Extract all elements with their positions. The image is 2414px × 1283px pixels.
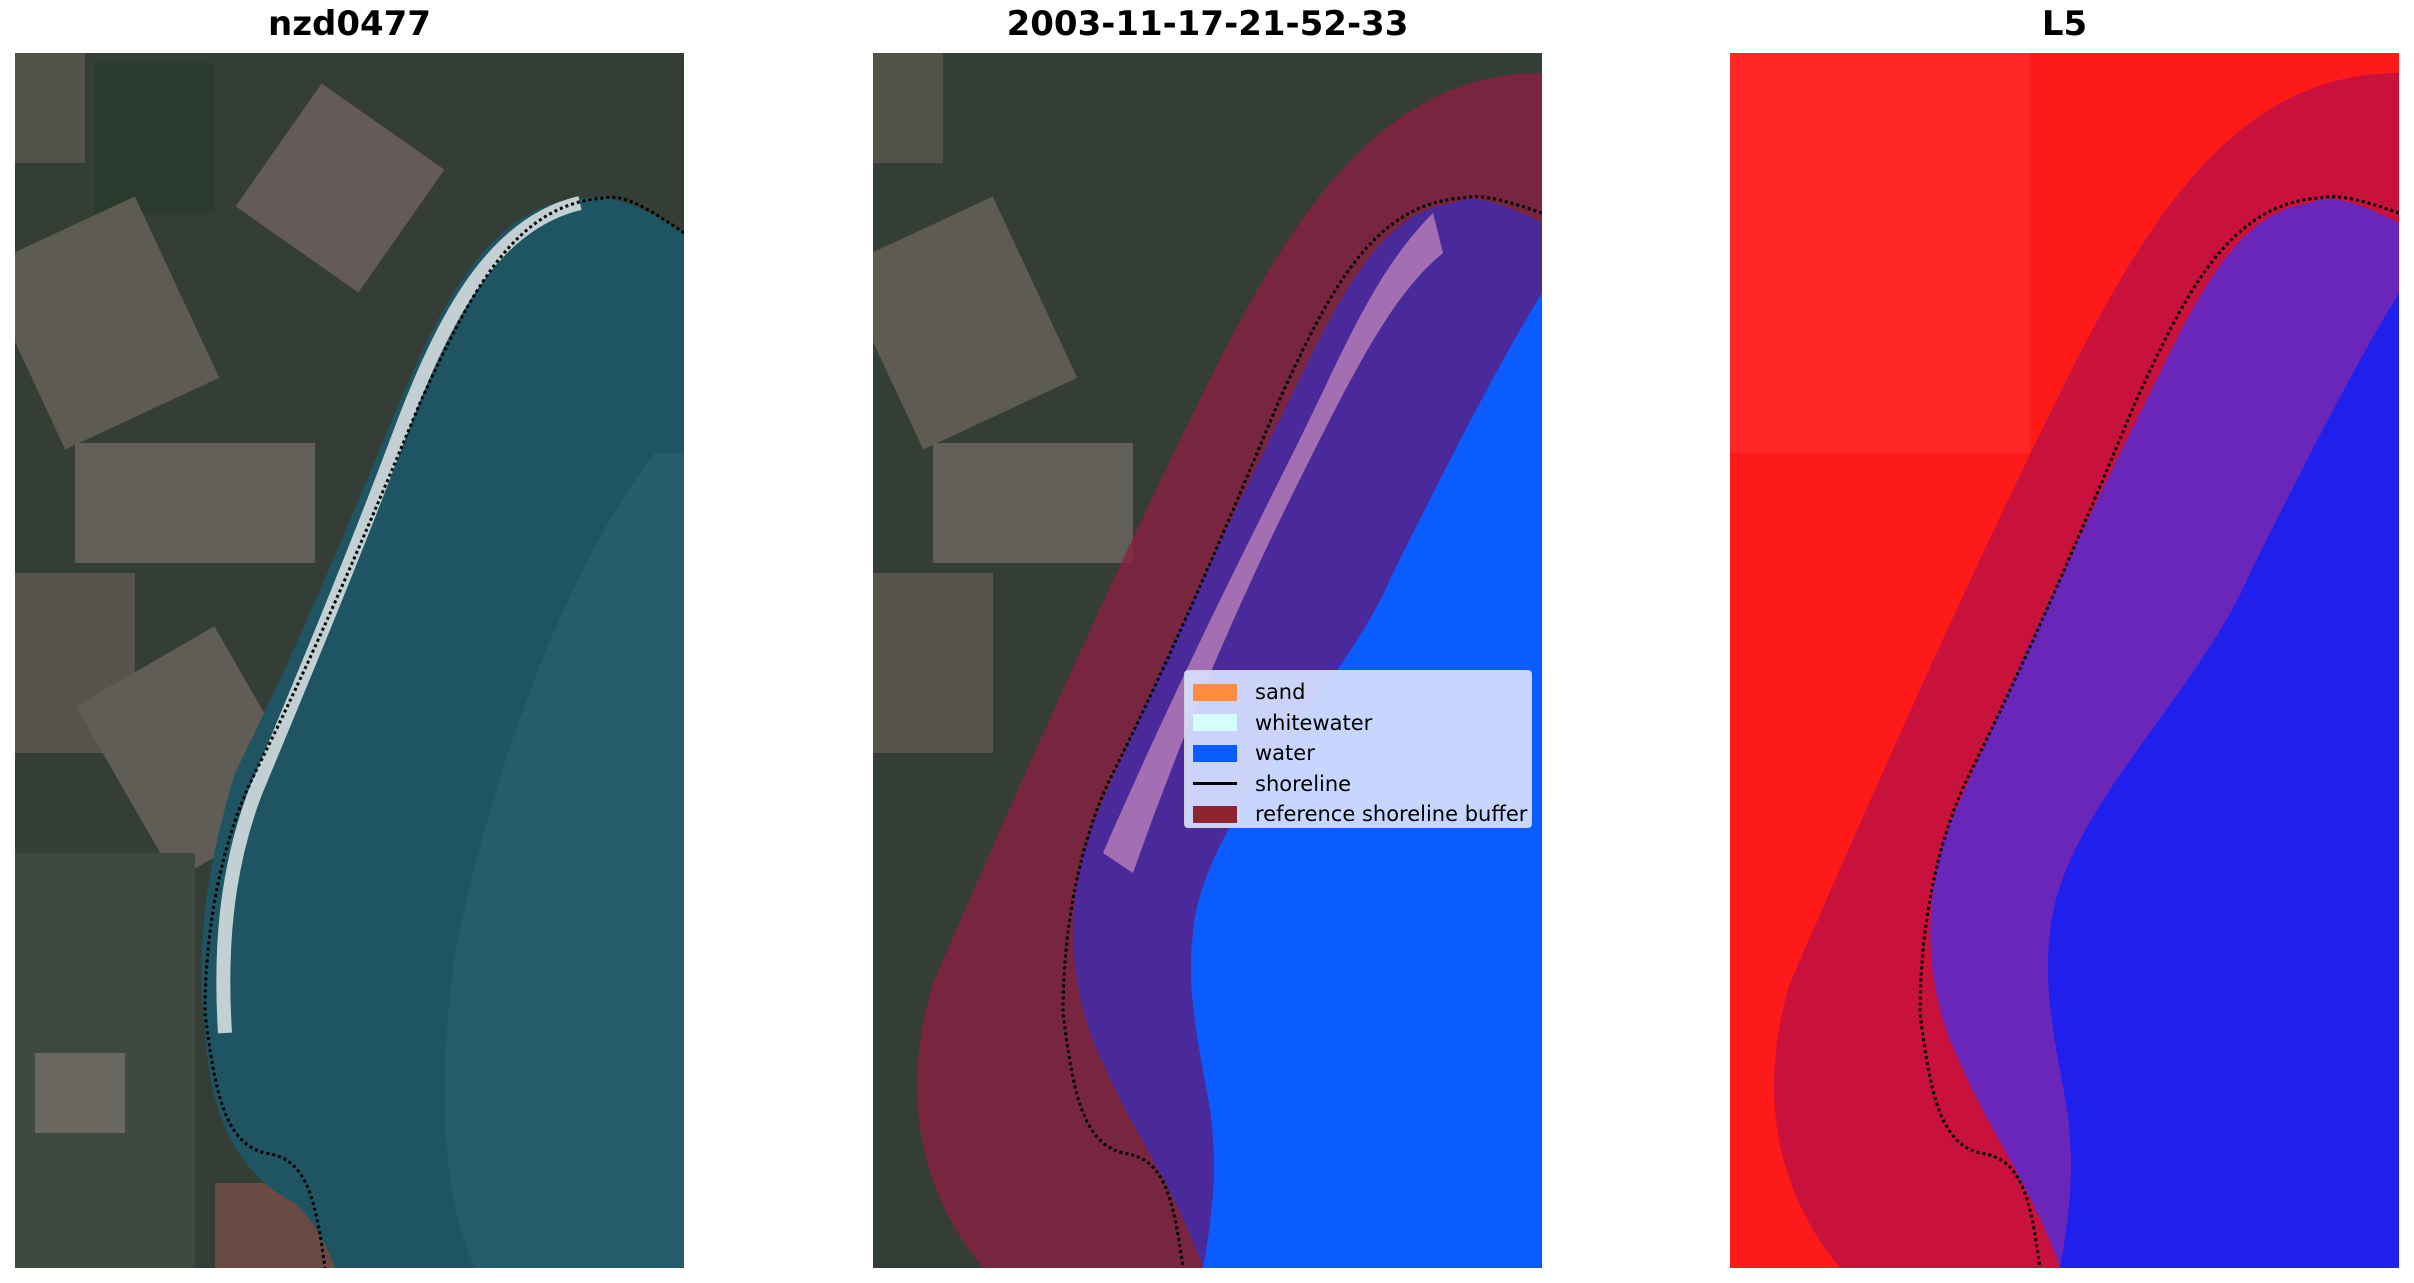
legend-label: shoreline: [1255, 771, 1352, 796]
legend-label: water: [1255, 741, 1315, 766]
index-image: [1730, 53, 2399, 1268]
legend-item-reference-buffer: reference shoreline buffer: [1193, 799, 1531, 830]
legend-item-shoreline: shoreline: [1193, 769, 1531, 800]
index-image-panel: [1730, 53, 2399, 1268]
legend-item-water: water: [1193, 738, 1531, 769]
legend-swatch-whitewater: [1193, 714, 1237, 732]
panel-title-classified: 2003-11-17-21-52-33: [1006, 4, 1409, 44]
legend-swatch-reference-buffer: [1193, 805, 1237, 823]
legend-item-whitewater: whitewater: [1193, 708, 1531, 739]
legend-swatch-water: [1193, 744, 1237, 762]
legend-swatch-shoreline: [1193, 782, 1237, 786]
legend-item-sand: sand: [1193, 677, 1531, 708]
legend-label: whitewater: [1255, 710, 1373, 735]
panel-title-index: L5: [2041, 4, 2088, 44]
classified-image-panel: [873, 53, 1542, 1268]
panel-title-rgb: nzd0477: [268, 4, 431, 44]
rgb-image: [15, 53, 684, 1268]
legend-label: reference shoreline buffer: [1255, 802, 1528, 827]
rgb-image-panel: [15, 53, 684, 1268]
legend: sand whitewater water shoreline referenc…: [1184, 670, 1532, 828]
classified-image: [873, 53, 1542, 1268]
legend-swatch-sand: [1193, 683, 1237, 701]
legend-label: sand: [1255, 680, 1306, 705]
